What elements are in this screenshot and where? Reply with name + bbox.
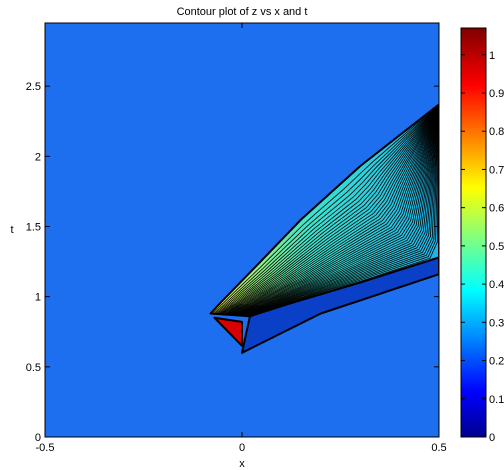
contour-line <box>210 104 439 316</box>
region-lower-band <box>241 256 439 354</box>
contour-line <box>210 104 439 315</box>
contour-line <box>210 104 439 316</box>
contour-line <box>210 104 439 316</box>
contour-line <box>210 104 439 316</box>
contour-line <box>210 104 439 316</box>
y-tick-label: 0 <box>35 432 41 444</box>
contour-line <box>210 104 439 317</box>
contour-line <box>210 104 439 317</box>
contour-line <box>210 104 439 315</box>
colorbar: 0 0.1 0.2 0.3 0.4 0.5 0.6 0.7 0.8 0.9 1 <box>460 27 504 444</box>
contour-line <box>210 104 439 315</box>
y-tick-label: 1.5 <box>26 221 41 233</box>
contour-line <box>210 104 439 317</box>
x-tick-label: 0.5 <box>431 442 446 454</box>
x-tick-label: 0 <box>239 442 245 454</box>
x-tick-label: -0.5 <box>36 442 55 454</box>
contour-line <box>210 104 439 317</box>
contour-line <box>210 104 439 317</box>
contour-line <box>210 104 439 315</box>
contour-line <box>210 104 439 316</box>
colorbar-tick-label: 0.6 <box>489 203 504 215</box>
contour-line <box>210 104 439 317</box>
contour-line <box>210 104 439 315</box>
contour-line <box>210 104 439 315</box>
y-tick-label: 0.5 <box>26 362 41 374</box>
contour-line <box>210 104 439 315</box>
contour-line <box>210 104 439 316</box>
y-tick-label: 2 <box>35 151 41 163</box>
plot-area <box>44 22 440 438</box>
contour-line <box>210 104 439 316</box>
y-tick-label: 1 <box>35 292 41 304</box>
colorbar-tick-label: 0.2 <box>489 356 504 368</box>
colorbar-tick-label: 0.5 <box>489 241 504 253</box>
contour-line <box>210 104 439 316</box>
contour-line <box>210 104 439 315</box>
contour-line <box>210 104 439 316</box>
contour-line <box>210 104 439 315</box>
chart-title: Contour plot of z vs x and t <box>177 6 308 18</box>
contour-line <box>210 104 439 316</box>
colorbar-tick-label: 0.8 <box>489 126 504 138</box>
contour-line <box>210 104 439 317</box>
contour-line <box>210 104 439 316</box>
y-axis-label: t <box>10 224 13 236</box>
colorbar-tick-label: 0.9 <box>489 88 504 100</box>
y-axis: 0 0.5 1 1.5 2 2.5 <box>26 81 439 444</box>
region-tip <box>213 316 243 347</box>
x-axis: -0.5 0 0.5 <box>36 23 447 454</box>
x-axis-label: x <box>239 458 245 470</box>
contour-line <box>210 104 439 315</box>
contour-line <box>210 104 439 316</box>
contour-line <box>210 104 439 317</box>
colorbar-tick-label: 0.1 <box>489 394 504 406</box>
colorbar-tick-label: 1 <box>489 50 495 62</box>
contour-line <box>210 104 439 315</box>
y-tick-label: 2.5 <box>26 81 41 93</box>
contour-line <box>210 104 439 316</box>
contour-line <box>210 104 439 316</box>
contour-line <box>210 104 439 316</box>
contour-line <box>210 104 439 317</box>
contour-line <box>210 104 439 317</box>
colorbar-fill <box>460 27 487 438</box>
colorbar-tick-label: 0.3 <box>489 317 504 329</box>
contour-line <box>210 104 439 317</box>
colorbar-ticks: 0 0.1 0.2 0.3 0.4 0.5 0.6 0.7 0.8 0.9 1 <box>461 50 504 444</box>
colorbar-tick-label: 0 <box>489 432 495 444</box>
contour-lines <box>210 104 439 317</box>
colorbar-tick-label: 0.4 <box>489 279 504 291</box>
colorbar-tick-label: 0.7 <box>489 164 504 176</box>
